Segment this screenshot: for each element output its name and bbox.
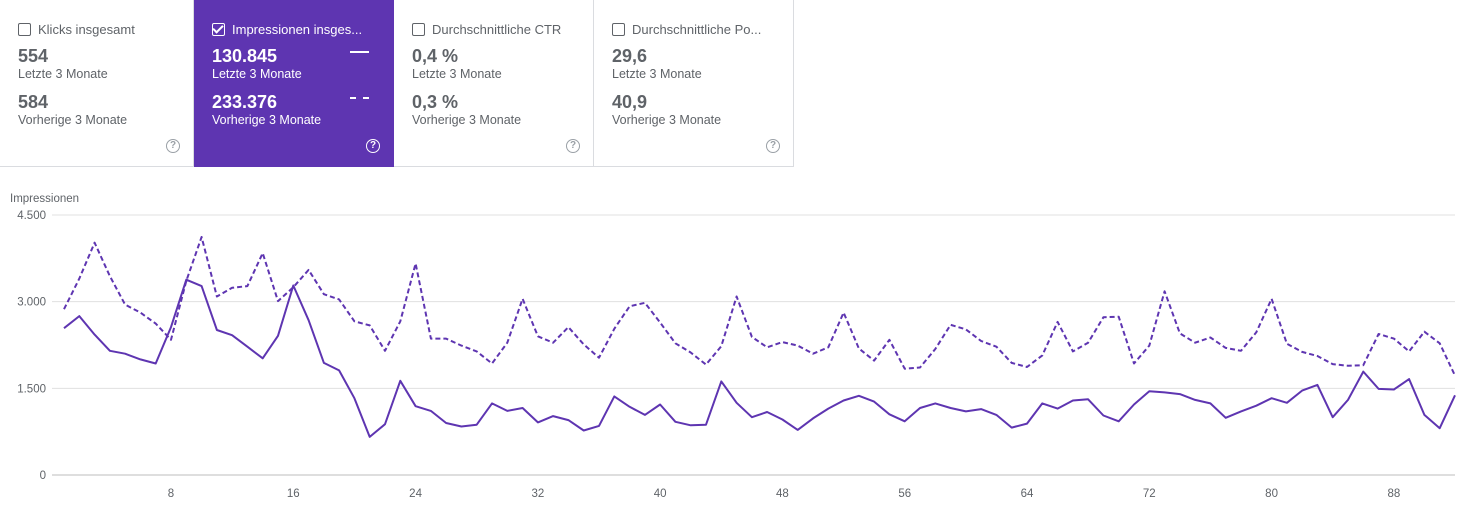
previous-value: 233.376 xyxy=(212,92,278,112)
card-title: Impressionen insges... xyxy=(232,21,363,37)
current-value: 130.845 xyxy=(212,46,278,66)
card-title: Durchschnittliche CTR xyxy=(432,21,562,37)
y-axis-ticks: 4.500 3.000 1.500 0 xyxy=(17,210,46,482)
card-title: Durchschnittliche Po... xyxy=(632,21,762,37)
card-header: Durchschnittliche Po... xyxy=(612,20,775,38)
checkbox-icon[interactable] xyxy=(412,22,425,36)
checkbox-icon[interactable] xyxy=(612,22,625,36)
current-value: 0,4 % xyxy=(412,46,459,66)
previous-value: 0,3 % xyxy=(412,92,459,112)
metric-card-position[interactable]: Durchschnittliche Po... 29,6 Letzte 3 Mo… xyxy=(594,0,794,167)
x-tick-label: 72 xyxy=(1143,488,1156,500)
previous-value: 584 xyxy=(18,92,49,112)
current-label: Letzte 3 Monate xyxy=(612,67,702,81)
metric-card-ctr[interactable]: Durchschnittliche CTR 0,4 % Letzte 3 Mon… xyxy=(394,0,594,167)
x-axis-ticks: 8 16 24 32 40 48 56 64 72 80 88 xyxy=(168,488,1400,500)
checkbox-icon[interactable] xyxy=(18,22,31,36)
current-value: 554 xyxy=(18,46,49,66)
metric-cards: Klicks insgesamt 554 Letzte 3 Monate 584… xyxy=(0,0,794,167)
card-title: Klicks insgesamt xyxy=(38,21,135,37)
x-tick-label: 56 xyxy=(898,488,911,500)
x-tick-label: 16 xyxy=(287,488,300,500)
previous-label: Vorherige 3 Monate xyxy=(212,113,322,127)
checkbox-checked-icon[interactable] xyxy=(212,21,225,36)
y-tick-label: 3.000 xyxy=(17,297,46,309)
series-line-previous xyxy=(63,236,1456,377)
y-tick-label: 4.500 xyxy=(17,210,46,222)
current-label: Letzte 3 Monate xyxy=(212,67,302,81)
y-tick-label: 0 xyxy=(40,470,46,482)
help-icon[interactable]: ? xyxy=(166,139,180,153)
gridlines xyxy=(52,214,1455,476)
x-tick-label: 32 xyxy=(531,488,544,500)
help-icon[interactable]: ? xyxy=(366,139,380,153)
x-tick-label: 64 xyxy=(1021,488,1034,500)
card-header: Impressionen insges... xyxy=(212,20,375,38)
legend-dashed-line-icon xyxy=(350,97,369,99)
x-tick-label: 48 xyxy=(776,488,789,500)
previous-label: Vorherige 3 Monate xyxy=(612,113,722,127)
series-line-current xyxy=(63,278,1456,438)
help-icon[interactable]: ? xyxy=(566,139,580,153)
metric-card-clicks[interactable]: Klicks insgesamt 554 Letzte 3 Monate 584… xyxy=(0,0,194,167)
card-header: Klicks insgesamt xyxy=(18,20,175,38)
current-label: Letzte 3 Monate xyxy=(18,67,108,81)
x-tick-label: 80 xyxy=(1265,488,1278,500)
x-tick-label: 88 xyxy=(1387,488,1400,500)
legend-solid-line-icon xyxy=(350,51,369,53)
card-header: Durchschnittliche CTR xyxy=(412,20,575,38)
current-label: Letzte 3 Monate xyxy=(412,67,502,81)
metric-card-impressions[interactable]: Impressionen insges... 130.845 Letzte 3 … xyxy=(194,0,394,167)
x-tick-label: 40 xyxy=(654,488,667,500)
current-value: 29,6 xyxy=(612,46,648,66)
y-axis-title: Impressionen xyxy=(10,193,79,205)
previous-label: Vorherige 3 Monate xyxy=(412,113,522,127)
y-tick-label: 1.500 xyxy=(17,383,46,395)
x-tick-label: 8 xyxy=(168,488,174,500)
previous-label: Vorherige 3 Monate xyxy=(18,113,128,127)
previous-value: 40,9 xyxy=(612,92,648,112)
impressions-line-chart: Impressionen 4.500 3.000 1.500 0 8 16 24 32 40 4… xyxy=(10,193,1456,500)
help-icon[interactable]: ? xyxy=(766,139,780,153)
series-lines xyxy=(63,236,1456,438)
x-tick-label: 24 xyxy=(409,488,422,500)
